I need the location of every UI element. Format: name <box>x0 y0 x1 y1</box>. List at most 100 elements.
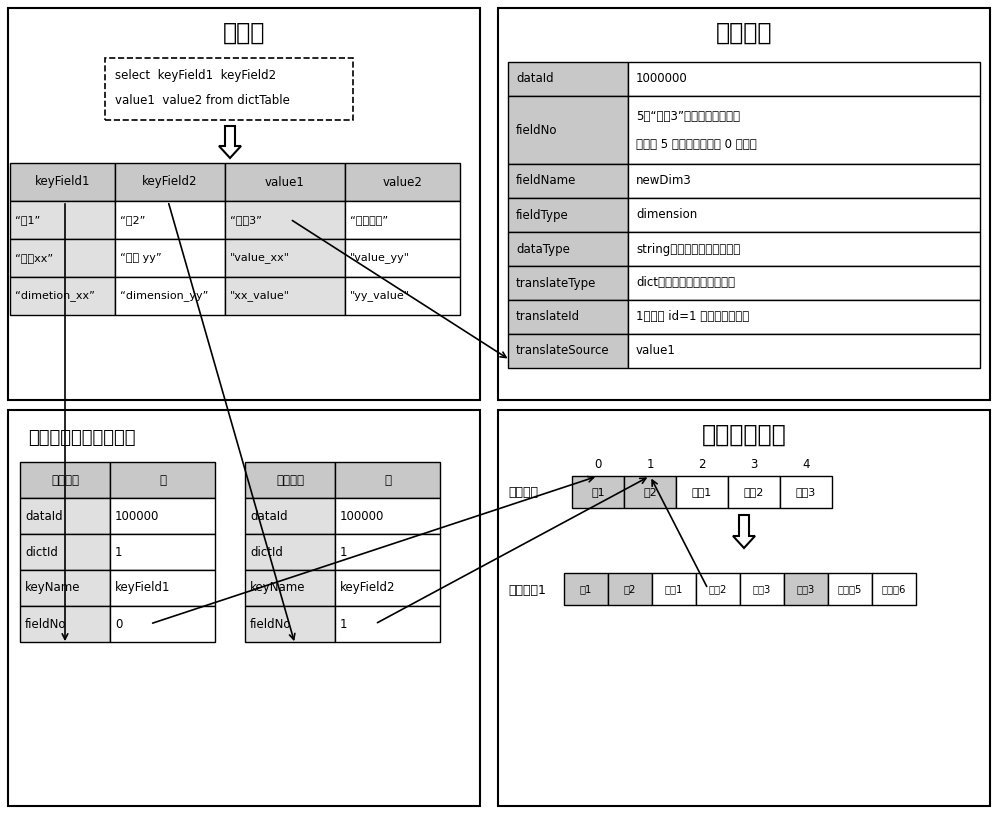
Bar <box>335 498 440 534</box>
Text: value1: value1 <box>636 344 676 357</box>
Bar <box>225 201 345 239</box>
Bar <box>508 232 628 266</box>
Bar <box>676 476 728 508</box>
Text: 维1: 维1 <box>591 487 605 497</box>
Text: 4: 4 <box>802 458 810 471</box>
Text: "value_xx": "value_xx" <box>230 252 290 264</box>
Bar <box>335 570 440 606</box>
Text: translateType: translateType <box>516 277 596 290</box>
Bar <box>20 498 110 534</box>
Text: fieldNo: fieldNo <box>25 618 66 631</box>
Text: value1  value2 from dictTable: value1 value2 from dictTable <box>115 94 290 107</box>
Bar <box>498 410 990 806</box>
Text: translateId: translateId <box>516 310 580 323</box>
Text: 1（对应 id=1 的字典表翻译）: 1（对应 id=1 的字典表翻译） <box>636 310 749 323</box>
Bar <box>608 573 652 605</box>
Bar <box>115 163 225 201</box>
Text: fieldName: fieldName <box>516 174 576 187</box>
Text: translateSource: translateSource <box>516 344 610 357</box>
Bar <box>872 573 916 605</box>
Text: “维1”: “维1” <box>15 215 40 225</box>
Text: "yy_value": "yy_value" <box>350 291 410 301</box>
Text: 新维3: 新维3 <box>797 584 815 594</box>
Text: keyName: keyName <box>25 581 80 594</box>
Bar <box>628 300 980 334</box>
Text: 1: 1 <box>646 458 654 471</box>
Text: 描述字段: 描述字段 <box>276 474 304 487</box>
Text: 字典表和数据关联关系: 字典表和数据关联关系 <box>28 429 136 447</box>
Bar <box>696 573 740 605</box>
Bar <box>508 96 628 164</box>
Text: fieldNo: fieldNo <box>250 618 292 631</box>
Text: 翻译规则: 翻译规则 <box>716 21 772 45</box>
Text: string（标识是字符串类型）: string（标识是字符串类型） <box>636 243 740 256</box>
Text: 100000: 100000 <box>340 510 384 523</box>
Text: keyField1: keyField1 <box>35 176 90 189</box>
Text: 数据2: 数据2 <box>744 487 764 497</box>
Bar <box>740 573 784 605</box>
Bar <box>780 476 832 508</box>
Text: 値: 値 <box>384 474 391 487</box>
Bar <box>828 573 872 605</box>
Text: dataType: dataType <box>516 243 570 256</box>
Text: “dimetion_xx”: “dimetion_xx” <box>15 291 95 301</box>
Bar <box>508 300 628 334</box>
Text: dataId: dataId <box>250 510 288 523</box>
Text: value2: value2 <box>383 176 422 189</box>
Text: “新维3”: “新维3” <box>230 215 262 225</box>
Text: “其他数据”: “其他数据” <box>350 215 388 225</box>
Text: 维2: 维2 <box>624 584 636 594</box>
Text: 数据翻译过程: 数据翻译过程 <box>702 423 786 447</box>
Bar <box>508 198 628 232</box>
Bar <box>345 201 460 239</box>
Text: 1: 1 <box>115 545 122 558</box>
Bar <box>8 8 480 400</box>
Bar <box>345 239 460 277</box>
Bar <box>245 606 335 642</box>
Bar <box>115 277 225 315</box>
Text: 原始数据: 原始数据 <box>508 487 538 500</box>
Bar <box>628 266 980 300</box>
Text: 字典表: 字典表 <box>223 21 265 45</box>
Text: 数据2: 数据2 <box>709 584 727 594</box>
Bar <box>245 462 335 498</box>
Text: 1000000: 1000000 <box>636 72 688 85</box>
Text: fieldNo: fieldNo <box>516 124 558 137</box>
Bar <box>628 164 980 198</box>
Text: 1: 1 <box>340 545 348 558</box>
Bar <box>624 476 676 508</box>
Text: 0: 0 <box>594 458 602 471</box>
Bar <box>245 498 335 534</box>
Text: "value_yy": "value_yy" <box>350 252 410 264</box>
Text: newDim3: newDim3 <box>636 174 692 187</box>
Text: 100000: 100000 <box>115 510 159 523</box>
Text: 维2: 维2 <box>643 487 657 497</box>
Bar <box>508 164 628 198</box>
Bar <box>20 570 110 606</box>
Text: dimension: dimension <box>636 208 697 221</box>
Text: “维2”: “维2” <box>120 215 145 225</box>
Text: keyField2: keyField2 <box>142 176 198 189</box>
Text: 数据3: 数据3 <box>796 487 816 497</box>
Bar <box>245 570 335 606</box>
Bar <box>335 606 440 642</box>
Bar <box>628 198 980 232</box>
Bar <box>10 239 115 277</box>
Text: 位于第 5 个位置，编号从 0 开始）: 位于第 5 个位置，编号从 0 开始） <box>636 138 757 151</box>
Text: keyField2: keyField2 <box>340 581 396 594</box>
Text: 数据1: 数据1 <box>665 584 683 594</box>
Bar <box>10 163 115 201</box>
Bar <box>345 163 460 201</box>
Bar <box>20 462 110 498</box>
Text: 描述字段: 描述字段 <box>51 474 79 487</box>
Bar <box>110 606 215 642</box>
Bar <box>225 239 345 277</box>
Bar <box>110 534 215 570</box>
Text: 新数据5: 新数据5 <box>838 584 862 594</box>
Text: 0: 0 <box>115 618 122 631</box>
Bar <box>564 573 608 605</box>
Bar <box>225 277 345 315</box>
Text: “维度xx”: “维度xx” <box>15 253 53 263</box>
Bar <box>115 201 225 239</box>
Bar <box>628 334 980 368</box>
